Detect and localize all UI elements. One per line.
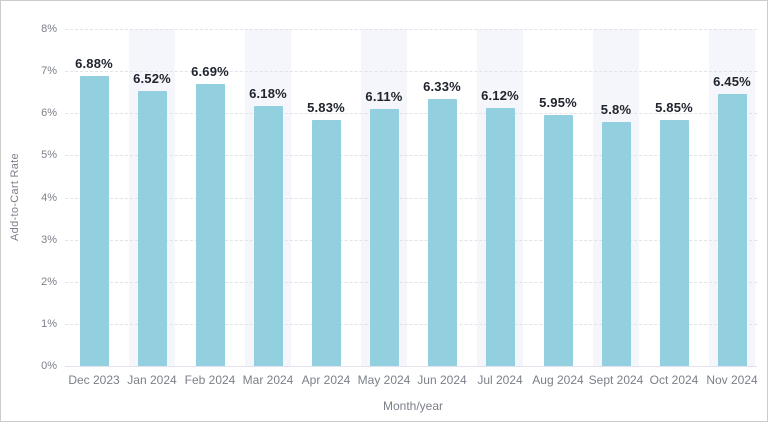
y-tick-label: 1%: [41, 317, 57, 330]
y-tick-label: 0%: [41, 360, 57, 372]
bar-value-label: 5.83%: [307, 100, 345, 116]
x-tick-label: May 2024: [357, 373, 411, 387]
bar-value-label: 5.95%: [539, 95, 577, 111]
x-tick-label: Feb 2024: [184, 373, 236, 387]
gridline: [65, 281, 757, 283]
gridline: [65, 29, 757, 30]
y-tick-label: 6%: [41, 107, 57, 120]
y-tick-label: 3%: [41, 233, 57, 246]
x-axis-baseline: [65, 366, 757, 367]
bar-jun-2024[interactable]: [427, 99, 457, 366]
x-tick-label: Jul 2024: [477, 373, 523, 387]
bar-sept-2024[interactable]: [601, 121, 631, 366]
x-tick-label: Nov 2024: [706, 373, 758, 387]
bar-dec-2023[interactable]: [79, 76, 109, 366]
x-tick-label: Oct 2024: [649, 373, 699, 387]
x-tick-label: Apr 2024: [301, 373, 351, 387]
bar-value-label: 6.33%: [423, 79, 461, 95]
gridline: [65, 71, 757, 73]
bar-oct-2024[interactable]: [659, 119, 689, 366]
y-tick-label: 5%: [41, 149, 57, 162]
bar-value-label: 6.52%: [133, 71, 171, 87]
y-tick-label: 8%: [41, 23, 57, 35]
x-tick-label: Sept 2024: [588, 373, 644, 387]
gridline: [65, 197, 757, 199]
bar-value-label: 6.45%: [713, 74, 751, 90]
bar-jan-2024[interactable]: [137, 91, 167, 366]
x-tick-label: Dec 2023: [68, 373, 120, 387]
bar-value-label: 6.88%: [75, 56, 113, 72]
bar-value-label: 5.85%: [655, 99, 693, 115]
bar-value-label: 6.69%: [191, 64, 229, 80]
bar-apr-2024[interactable]: [311, 120, 341, 366]
x-tick-label: Mar 2024: [242, 373, 294, 387]
bar-value-label: 6.12%: [481, 88, 519, 104]
x-tick-label: Aug 2024: [532, 373, 584, 387]
bar-nov-2024[interactable]: [717, 94, 747, 366]
gridline: [65, 113, 757, 115]
gridline: [65, 155, 757, 157]
x-tick-label: Jun 2024: [417, 373, 467, 387]
bar-aug-2024[interactable]: [543, 115, 573, 366]
x-tick-label: Jan 2024: [127, 373, 177, 387]
gridline: [65, 239, 757, 241]
bar-value-label: 5.8%: [600, 101, 632, 117]
y-tick-label: 4%: [41, 191, 57, 204]
gridline: [65, 323, 757, 325]
bar-mar-2024[interactable]: [253, 105, 283, 366]
bar-value-label: 6.11%: [365, 88, 403, 104]
bar-jul-2024[interactable]: [485, 108, 515, 366]
bar-value-label: 6.18%: [249, 85, 287, 101]
plot-area: 6.88% 6.52% 6.69% 6.18% 5.83% 6.11% 6.33% 6.12%…: [65, 29, 761, 367]
x-axis-title: Month/year: [382, 399, 444, 413]
bar-may-2024[interactable]: [369, 108, 399, 366]
y-tick-label: 7%: [41, 65, 57, 78]
bar-feb-2024[interactable]: [195, 84, 225, 366]
y-tick-label: 2%: [41, 275, 57, 288]
